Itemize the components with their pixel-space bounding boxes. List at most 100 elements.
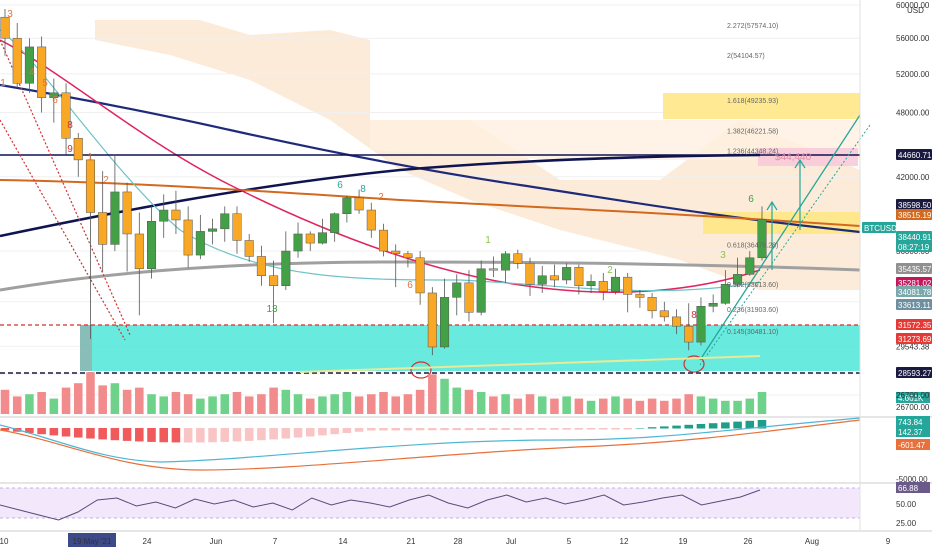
candle [342,195,352,223]
sequential-count: 1 [0,78,6,89]
macd-histogram-bar [379,428,388,431]
macd-histogram-bar [281,428,291,439]
price-tag: 35281.02 [898,279,932,288]
price-tag-bg [896,209,932,220]
macd-tag-bg [896,426,930,437]
volume-bar [635,400,645,414]
candle [293,222,303,258]
candle-body [244,240,254,257]
price-tick: 42000.00 [896,173,930,182]
candle-body [195,231,205,256]
low-marker [410,361,432,379]
fib-level-label: 0.236(31903.60) [727,307,778,314]
date-tick: 5 [567,537,572,546]
volume-bar [525,394,535,414]
volume-bar [232,392,242,414]
candle [269,260,279,324]
candle-body [232,213,242,241]
sequential-count: 13 [266,304,278,315]
macd-histogram-bar [73,428,83,438]
candle [61,83,71,155]
candle [562,263,572,285]
volume-bar [147,394,156,414]
volume-bar [757,392,767,414]
rsi-tag: 66.88 [898,484,919,493]
volume-bar [49,398,59,414]
candle [733,257,743,288]
macd-histogram-bar [220,428,230,442]
candle-body [696,306,706,343]
candle-body [256,256,266,277]
rsi-line [0,489,761,521]
volume-bar [122,389,132,414]
date-tick: 7 [273,537,278,546]
candle [98,171,108,272]
candle-body [659,310,669,318]
volume-bar [208,396,217,414]
date-tick: 24 [143,537,152,546]
price-tag-bg [896,231,932,242]
candle-body [159,209,169,222]
candle [24,38,34,93]
volume-bar [537,396,547,414]
volume-bar [721,400,730,414]
macd-histogram-bar [611,428,620,430]
candle-body [610,276,621,292]
volume-bar [318,396,327,414]
candle-body [378,229,389,252]
date-highlight [68,533,116,547]
sequential-count: 6 [52,95,58,106]
candle [708,294,718,313]
macd-tag: 743.84 [898,418,923,427]
volume-bar [440,378,449,414]
volume-bar [660,400,669,414]
candle [672,309,682,335]
macd-histogram-bar [721,422,730,429]
target-price-label: $44,440 [775,152,812,163]
macd-histogram-bar [440,428,449,431]
price-tick: 56000.00 [896,34,930,43]
macd-histogram-bar [98,428,107,440]
candle-body [354,197,364,211]
macd-line [0,417,861,463]
candle [171,190,181,234]
candle-body [464,282,474,313]
candle [183,206,193,268]
candle [696,297,706,346]
candle [12,22,22,89]
volume-bar [305,398,315,414]
candle [244,233,254,262]
date-tick: 12 [620,537,629,546]
drop-projection [0,39,131,341]
fib-level-label: 1.382(46221.58) [727,129,778,136]
candle-body [672,316,682,327]
candle-body [635,294,645,298]
macd-histogram-bar [489,428,498,430]
macd-histogram-bar [354,428,364,432]
price-tag: 44660.71 [898,151,932,160]
macd-histogram-bar [745,420,755,429]
volume-bar [135,387,144,414]
candle [757,206,767,261]
macd-histogram-bar [147,428,156,442]
fib-level-label: 1.618(49235.93) [727,98,778,105]
candle [391,244,401,288]
candle-body [366,209,376,231]
price-tick: 29543.38 [896,342,930,351]
volume-bar [73,383,83,414]
macd-histogram-bar [733,421,742,429]
date-tick: 28 [454,537,463,546]
candle [452,274,462,316]
candle [464,270,474,322]
sequential-count: 9 [67,144,73,155]
macd-histogram-bar [586,428,596,430]
candle [122,182,132,272]
volume-bar [489,396,498,414]
date-tick: 10 [0,537,9,546]
macd-histogram-bar [110,428,120,441]
highlight-bar [80,325,92,371]
candle [220,206,230,242]
volume-bar [25,394,34,414]
